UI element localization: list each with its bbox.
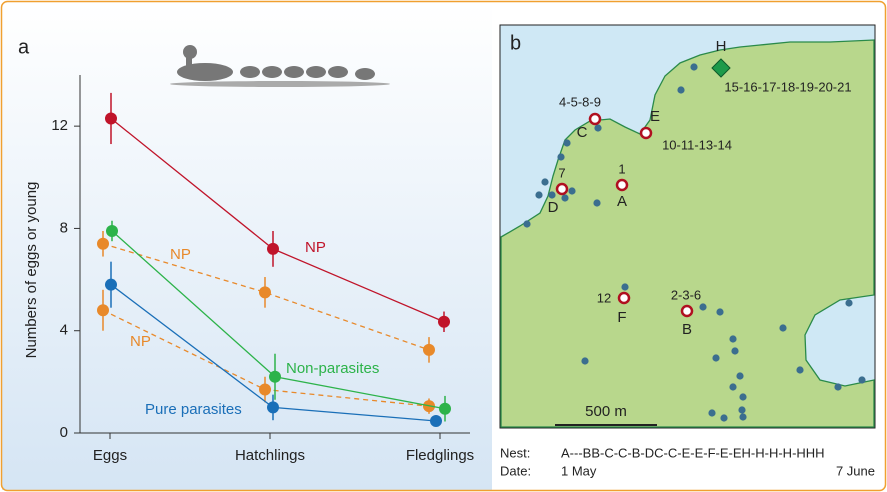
site-nests: 10-11-13-14 [662,137,732,152]
nest-dot [699,303,706,310]
date-end: 7 June [836,463,875,478]
nest-dot [845,299,852,306]
nest-dot [716,308,723,315]
nest-dot [834,383,841,390]
nest-dot [738,406,745,413]
nest-dot [561,194,568,201]
scale-label: 500 m [585,403,627,420]
map-panel: b H 15-16-17-18-19-20-21 C 4-5-8-9 E10-11-13-… [500,25,875,428]
data-point [105,279,117,291]
nest-dot [581,357,588,364]
y-axis-label: Numbers of eggs or young [23,182,40,359]
site-nests: 1 [618,161,625,176]
nest-dot [708,409,715,416]
site-letter: E [650,108,660,125]
nest-dot [535,191,542,198]
nest-dot [712,354,719,361]
nest-dot [677,86,684,93]
nest-dot [731,347,738,354]
site-marker [617,180,627,190]
nest-dot [594,124,601,131]
site-marker [557,184,567,194]
data-point [269,371,281,383]
nest-dot [690,63,697,70]
x-tick-label: Fledglings [406,447,474,464]
nest-dot [729,383,736,390]
nest-dot [523,220,530,227]
nest-dot [858,376,865,383]
site-nests: 4-5-8-9 [559,94,601,109]
site-letter: C [577,124,588,141]
data-point [423,344,435,356]
data-point [97,304,109,316]
nest-dot [568,187,575,194]
site-marker [641,128,651,138]
data-point [259,286,271,298]
site-nests: 12 [597,290,611,305]
nest-dot [720,414,727,421]
data-point [97,238,109,250]
data-point [105,112,117,124]
site-marker [682,306,692,316]
y-tick-label: 8 [60,219,68,236]
site-letter: F [617,309,626,326]
site-letter: B [682,321,692,338]
row-label: Date: [500,463,531,478]
panel-label: a [18,36,30,58]
site-letter: A [617,193,627,210]
figure: a Numbers of eggs or young b H 15-16-17-18… [0,0,887,492]
nest-dot [593,199,600,206]
y-tick-label: 4 [60,322,68,339]
site-nests: 15-16-17-18-19-20-21 [724,79,851,94]
site-letter: D [548,199,559,216]
nest-dot [729,335,736,342]
nest-dot [621,283,628,290]
nest-dot [779,324,786,331]
nest-dot [563,139,570,146]
site-letter: H [716,38,727,55]
site-nests: 2-3-6 [671,287,701,302]
site-nests: 7 [558,165,565,180]
series-label: Pure parasites [145,401,242,418]
nest-dot [548,191,555,198]
data-point [439,403,451,415]
data-point [267,401,279,413]
data-point [267,243,279,255]
nest-dot [541,178,548,185]
nest-dot [557,153,564,160]
x-tick-label: Hatchlings [235,447,305,464]
data-point [438,316,450,328]
data-point [259,384,271,396]
panel-label: b [510,32,521,54]
nest-dot [739,393,746,400]
x-tick-label: Eggs [93,447,127,464]
series-label: NP [130,333,151,350]
y-tick-label: 12 [51,117,68,134]
data-point [106,225,118,237]
series-label: NP [305,239,326,256]
nest-dot [739,413,746,420]
data-point [430,415,442,427]
nest-dot [796,366,803,373]
site-marker [619,293,629,303]
nest-dot [736,372,743,379]
date-start: 1 May [561,463,597,478]
row-label: Nest: [500,445,530,460]
site-marker [590,114,600,124]
series-label: NP [170,246,191,263]
y-tick-label: 0 [60,424,68,441]
series-label: Non-parasites [286,360,379,377]
nest-sequence: A---BB-C-C-B-DC-C-E-E-F-E-EH-H-H-H-HHH [561,445,825,460]
